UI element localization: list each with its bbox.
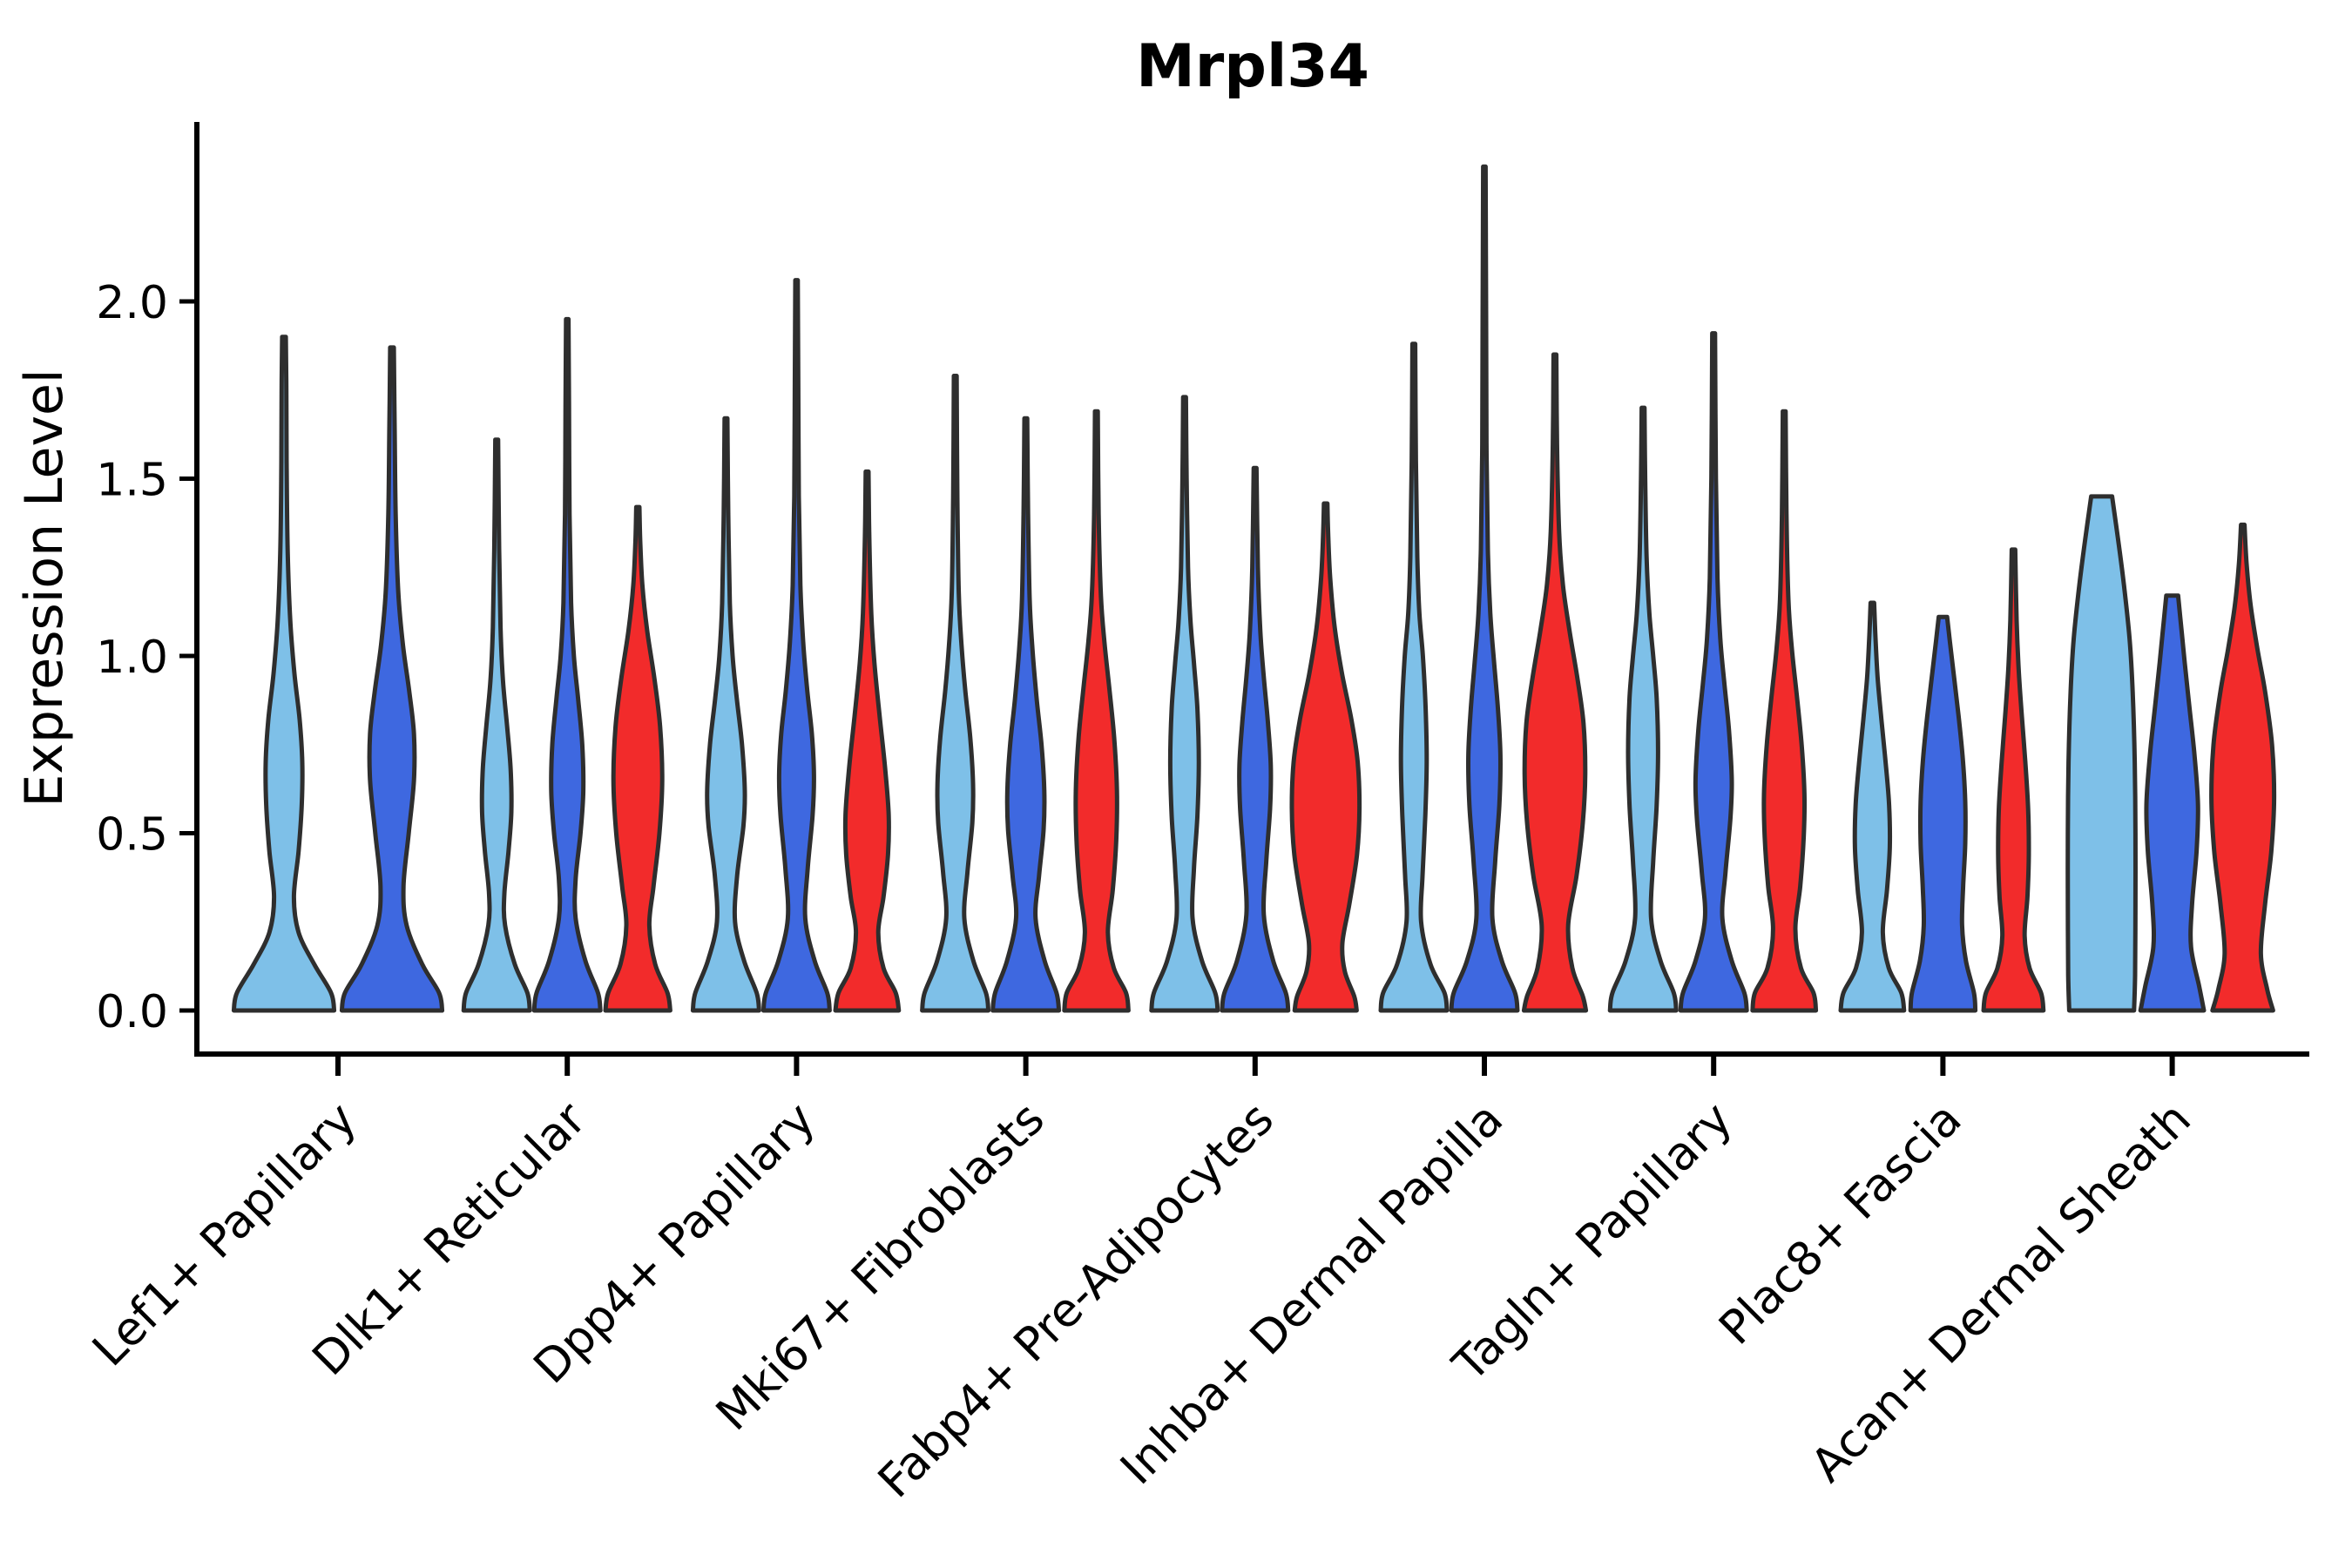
y-tick-label: 1.5 — [96, 455, 168, 507]
axes — [194, 122, 2309, 1057]
violin-plac8-fascia-skyblue — [1838, 600, 1907, 1013]
violin-dlk1-reticular-royalblue — [531, 316, 603, 1013]
x-tick-label-plac8-fascia: Plac8+ Fascia — [1709, 1092, 1971, 1355]
violin-dlk1-reticular-red — [603, 504, 672, 1013]
violin-acan-dermal-sheath-royalblue — [2138, 593, 2207, 1013]
violin-plac8-fascia-royalblue — [1908, 614, 1978, 1013]
violin-fabp4-pre-adipocytes-royalblue — [1220, 465, 1291, 1013]
violin-mki67-fibroblasts-red — [1062, 409, 1131, 1013]
violin-acan-dermal-sheath-red — [2209, 522, 2277, 1013]
y-tick-label: 0.0 — [96, 986, 168, 1038]
violin-dpp4-papillary-skyblue — [690, 416, 761, 1013]
violin-dlk1-reticular-skyblue — [461, 437, 532, 1013]
x-tick-label-acan-dermal-sheath: Acan+ Dermal Sheath — [1801, 1092, 2201, 1492]
violin-inhba-dermal-papilla-royalblue — [1449, 164, 1520, 1013]
violin-inhba-dermal-papilla-red — [1521, 352, 1589, 1013]
x-tick-label-fabp4-pre-adipocytes: Fabp4+ Pre-Adipocytes — [868, 1092, 1284, 1508]
violins-layer — [231, 164, 2277, 1013]
violin-mki67-fibroblasts-royalblue — [990, 416, 1062, 1013]
violin-dpp4-papillary-red — [833, 469, 902, 1013]
plot-title: Mrpl34 — [1136, 32, 1369, 101]
y-tick-label: 0.5 — [96, 809, 168, 862]
x-tick-label-inhba-dermal-papilla: Inhba+ Dermal Papilla — [1111, 1092, 1513, 1495]
violin-lef1-papillary-royalblue — [339, 345, 445, 1013]
violin-mki67-fibroblasts-skyblue — [920, 374, 991, 1013]
violin-fabp4-pre-adipocytes-red — [1289, 501, 1362, 1013]
y-axis-label: Expression Level — [14, 368, 75, 807]
violin-tagln-papillary-royalblue — [1678, 331, 1749, 1013]
violin-dpp4-papillary-royalblue — [760, 278, 832, 1013]
y-tick-label: 2.0 — [96, 277, 168, 329]
violin-tagln-papillary-red — [1750, 409, 1819, 1013]
violin-lef1-papillary-skyblue — [231, 335, 337, 1013]
violin-inhba-dermal-papilla-skyblue — [1378, 341, 1450, 1013]
violin-tagln-papillary-skyblue — [1607, 405, 1679, 1013]
y-tick-label: 1.0 — [96, 632, 168, 684]
violin-fabp4-pre-adipocytes-skyblue — [1149, 395, 1220, 1013]
y-axis-ticks: 0.0 0.5 1.0 1.5 2.0 — [96, 277, 197, 1038]
violin-plac8-fascia-red — [1981, 547, 2046, 1013]
violin-acan-dermal-sheath-skyblue — [2065, 494, 2138, 1013]
